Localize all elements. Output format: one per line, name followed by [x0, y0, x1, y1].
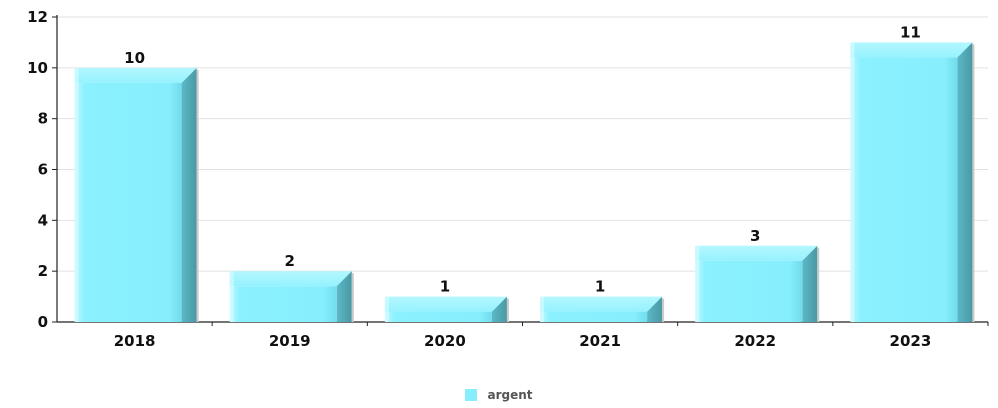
- bar-front: [540, 311, 648, 322]
- y-tick-label: 6: [38, 161, 48, 179]
- bar-front: [74, 82, 182, 322]
- legend: argent: [0, 388, 998, 402]
- bar-top: [695, 245, 818, 261]
- bar: [850, 42, 975, 323]
- x-tick-label: 2022: [734, 332, 776, 350]
- y-tick-label: 12: [27, 8, 48, 26]
- bar-highlight: [229, 271, 234, 322]
- bar-highlight: [540, 296, 545, 322]
- bar-top: [229, 271, 352, 287]
- legend-label: argent: [487, 388, 533, 402]
- bar-top: [850, 42, 973, 58]
- bar: [74, 67, 199, 322]
- data-label: 1: [440, 278, 450, 296]
- data-label: 10: [124, 49, 145, 67]
- y-tick-label: 4: [38, 211, 48, 229]
- bar-side: [491, 296, 507, 322]
- bar-side: [181, 67, 197, 322]
- bar-highlight: [695, 245, 700, 322]
- bar-front: [384, 311, 492, 322]
- bar-side: [336, 271, 352, 322]
- bar: [384, 296, 509, 322]
- y-tick-label: 8: [38, 110, 48, 128]
- bar-top: [74, 67, 197, 83]
- data-label: 1: [595, 278, 605, 296]
- bar-side: [647, 296, 663, 322]
- bar-front: [229, 286, 337, 322]
- x-tick-label: 2018: [114, 332, 156, 350]
- bar-highlight: [850, 42, 855, 323]
- bar: [229, 271, 354, 322]
- bar-shadow: [817, 247, 820, 322]
- y-tick-label: 0: [38, 313, 48, 331]
- x-tick-label: 2020: [424, 332, 466, 350]
- data-label: 2: [285, 252, 295, 270]
- bar-chart: 0 2 4 6 8 10 12 10 2018 2 2019 1 2020 1 2021 3 2022 11 202…: [27, 8, 989, 350]
- bar-shadow: [972, 44, 975, 323]
- y-tick-label: 10: [27, 59, 48, 77]
- bar-highlight: [74, 67, 79, 322]
- bar-shadow: [196, 69, 199, 322]
- bar-shadow: [351, 273, 354, 322]
- x-tick-label: 2023: [890, 332, 932, 350]
- data-label: 11: [900, 23, 921, 41]
- bar-highlight: [384, 296, 389, 322]
- bar-front: [695, 260, 803, 322]
- x-tick-label: 2021: [579, 332, 621, 350]
- bar-side: [802, 245, 818, 322]
- bar-shadow: [662, 298, 665, 322]
- bar: [540, 296, 665, 322]
- bar-side: [957, 42, 973, 323]
- bar-front: [850, 57, 958, 323]
- y-tick-label: 2: [38, 262, 48, 280]
- data-label: 3: [750, 227, 760, 245]
- bar: [695, 245, 820, 322]
- bar-top: [384, 296, 507, 312]
- legend-swatch: [465, 389, 478, 401]
- bar-top: [540, 296, 663, 312]
- bar-shadow: [506, 298, 509, 322]
- x-tick-label: 2019: [269, 332, 311, 350]
